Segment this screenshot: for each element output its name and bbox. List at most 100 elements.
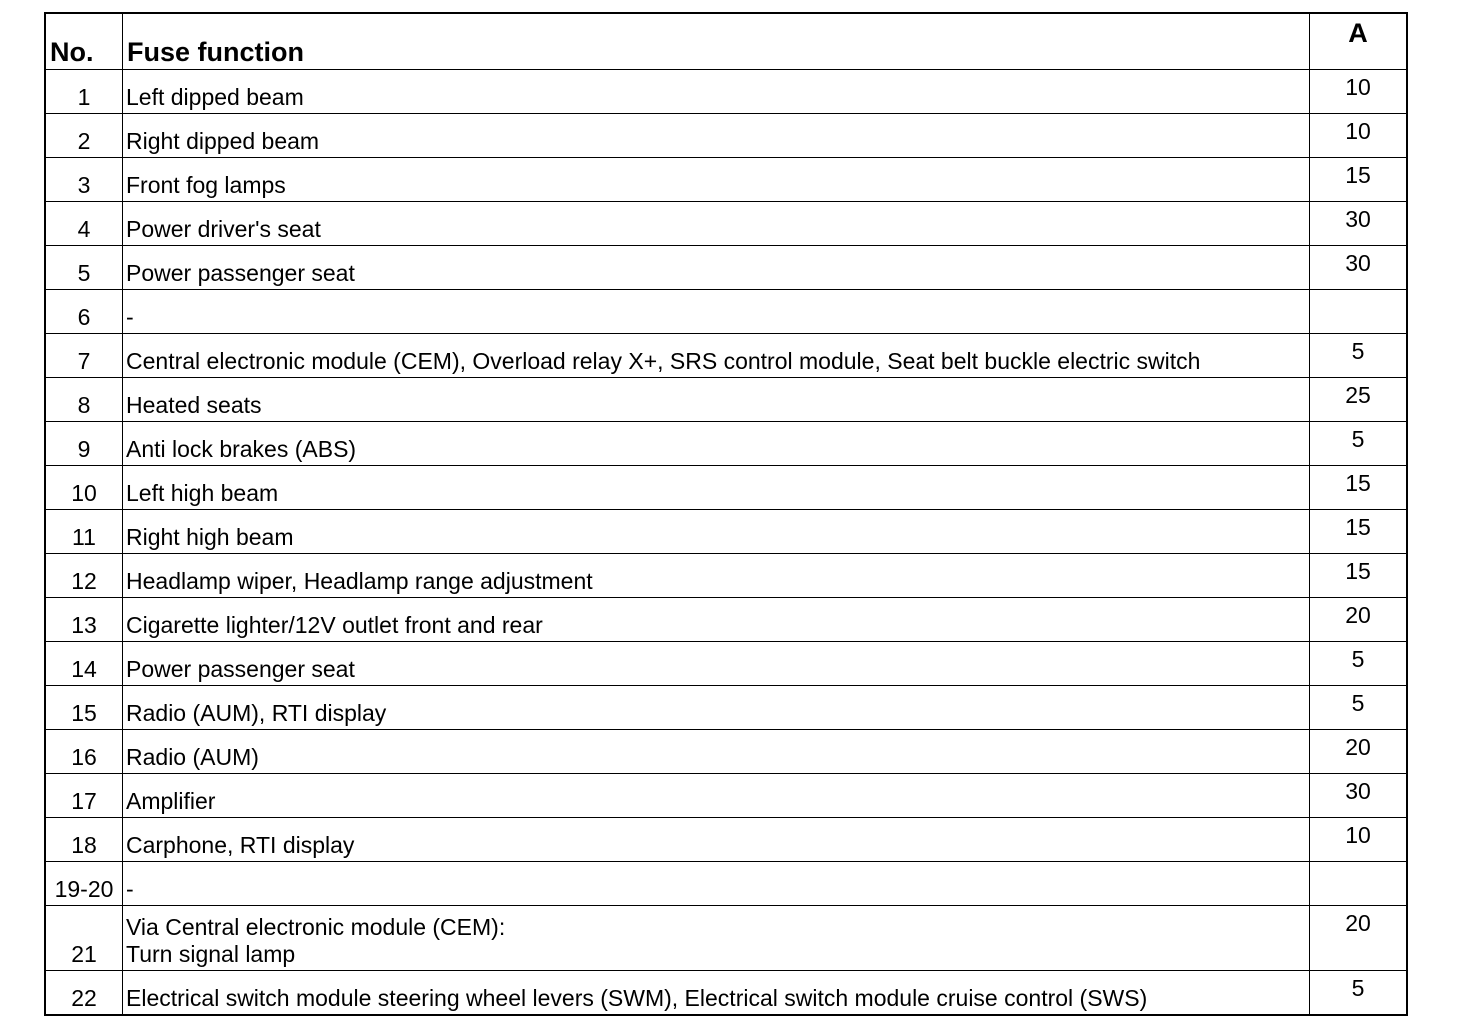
- fuse-amperage: 5: [1309, 641, 1408, 686]
- fuse-number: 5: [44, 245, 123, 290]
- fuse-function: Power passenger seat: [122, 245, 1310, 290]
- header-no: No.: [44, 12, 123, 70]
- fuse-amperage: 5: [1309, 421, 1408, 466]
- table-row: 12 Headlamp wiper, Headlamp range adjustm…: [44, 553, 1408, 598]
- fuse-function: -: [122, 289, 1310, 334]
- fuse-number: 16: [44, 729, 123, 774]
- fuse-function-text: Electrical switch module steering wheel …: [126, 985, 1148, 1011]
- table-row: 2 Right dipped beam 10: [44, 113, 1408, 158]
- fuse-function: Anti lock brakes (ABS): [122, 421, 1310, 466]
- fuse-number: 22: [44, 970, 123, 1016]
- fuse-amperage: 5: [1309, 333, 1408, 378]
- fuse-amperage: 25: [1309, 377, 1408, 422]
- fuse-function-text: Radio (AUM): [126, 744, 259, 770]
- fuse-function-text: Front fog lamps: [126, 172, 286, 198]
- fuse-function: Left high beam: [122, 465, 1310, 510]
- table-row: 4 Power driver's seat 30: [44, 201, 1408, 246]
- fuse-amperage: 20: [1309, 729, 1408, 774]
- fuse-function: Radio (AUM): [122, 729, 1310, 774]
- fuse-amperage: 5: [1309, 970, 1408, 1016]
- fuse-amperage: [1309, 861, 1408, 906]
- fuse-number: 10: [44, 465, 123, 510]
- fuse-function: Central electronic module (CEM), Overloa…: [122, 333, 1310, 378]
- fuse-amperage: 30: [1309, 773, 1408, 818]
- fuse-function-text: Carphone, RTI display: [126, 832, 355, 858]
- fuse-number: 15: [44, 685, 123, 730]
- table-row: 1 Left dipped beam 10: [44, 69, 1408, 114]
- fuse-function: Front fog lamps: [122, 157, 1310, 202]
- fuse-function-text: Cigarette lighter/12V outlet front and r…: [126, 612, 543, 638]
- fuse-table: No. Fuse function A 1 Left dipped beam 10 2…: [44, 12, 1408, 1016]
- table-row: 19-20-: [44, 861, 1408, 906]
- fuse-function-text: Central electronic module (CEM), Overloa…: [126, 348, 1201, 374]
- fuse-number: 7: [44, 333, 123, 378]
- fuse-amperage: 5: [1309, 685, 1408, 730]
- fuse-function: Via Central electronic module (CEM): Turn…: [122, 905, 1310, 971]
- fuse-function-text: Right dipped beam: [126, 128, 320, 154]
- fuse-function: Power driver's seat: [122, 201, 1310, 246]
- table-row: 18 Carphone, RTI display 10: [44, 817, 1408, 862]
- fuse-function-text: Right high beam: [126, 524, 294, 550]
- fuse-function-text: Power driver's seat: [126, 216, 321, 242]
- fuse-function: Headlamp wiper, Headlamp range adjustmen…: [122, 553, 1310, 598]
- table-row: 11 Right high beam 15: [44, 509, 1408, 554]
- header-amps: A: [1309, 12, 1408, 70]
- fuse-function: Radio (AUM), RTI display: [122, 685, 1310, 730]
- fuse-function: Heated seats: [122, 377, 1310, 422]
- fuse-number: 11: [44, 509, 123, 554]
- fuse-function-text: -: [126, 876, 134, 902]
- fuse-function-text: Left dipped beam: [126, 84, 304, 110]
- fuse-number: 2: [44, 113, 123, 158]
- fuse-function: Electrical switch module steering wheel …: [122, 970, 1310, 1016]
- table-header-row: No. Fuse function A: [44, 12, 1408, 70]
- fuse-number: 1: [44, 69, 123, 114]
- fuse-function-text: -: [126, 304, 134, 330]
- fuse-amperage: 15: [1309, 509, 1408, 554]
- fuse-function-text: Radio (AUM), RTI display: [126, 700, 387, 726]
- fuse-function: -: [122, 861, 1310, 906]
- fuse-number: 12: [44, 553, 123, 598]
- table-row: 8 Heated seats 25: [44, 377, 1408, 422]
- table-row: 17 Amplifier 30: [44, 773, 1408, 818]
- table-row: 6-: [44, 289, 1408, 334]
- table-row: 9 Anti lock brakes (ABS) 5: [44, 421, 1408, 466]
- fuse-number: 14: [44, 641, 123, 686]
- fuse-number: 3: [44, 157, 123, 202]
- table-row: 13 Cigarette lighter/12V outlet front and…: [44, 597, 1408, 642]
- fuse-amperage: 10: [1309, 69, 1408, 114]
- fuse-function: Carphone, RTI display: [122, 817, 1310, 862]
- fuse-amperage: [1309, 289, 1408, 334]
- fuse-number: 9: [44, 421, 123, 466]
- fuse-function-text: Heated seats: [126, 392, 262, 418]
- fuse-number: 18: [44, 817, 123, 862]
- table-row: 21 Via Central electronic module (CEM): Tu…: [44, 905, 1408, 971]
- fuse-function-text-line2: Turn signal lamp: [126, 941, 296, 967]
- fuse-number: 4: [44, 201, 123, 246]
- fuse-function: Power passenger seat: [122, 641, 1310, 686]
- fuse-amperage: 15: [1309, 157, 1408, 202]
- fuse-number: 19-20: [44, 861, 123, 906]
- fuse-amperage: 20: [1309, 905, 1408, 971]
- fuse-number: 21: [44, 905, 123, 971]
- fuse-number: 13: [44, 597, 123, 642]
- fuse-amperage: 30: [1309, 245, 1408, 290]
- fuse-amperage: 15: [1309, 553, 1408, 598]
- fuse-function-text: Power passenger seat: [126, 656, 355, 682]
- fuse-number: 8: [44, 377, 123, 422]
- fuse-amperage: 10: [1309, 113, 1408, 158]
- fuse-number: 6: [44, 289, 123, 334]
- header-fuse-function: Fuse function: [122, 12, 1310, 70]
- fuse-function: Amplifier: [122, 773, 1310, 818]
- fuse-function-text: Left high beam: [126, 480, 279, 506]
- table-row: 5 Power passenger seat 30: [44, 245, 1408, 290]
- table-row: 10 Left high beam 15: [44, 465, 1408, 510]
- fuse-function-text: Via Central electronic module (CEM):: [126, 914, 506, 940]
- table-row: 14 Power passenger seat 5: [44, 641, 1408, 686]
- table-row: 3 Front fog lamps 15: [44, 157, 1408, 202]
- fuse-function: Right high beam: [122, 509, 1310, 554]
- fuse-number: 17: [44, 773, 123, 818]
- fuse-amperage: 15: [1309, 465, 1408, 510]
- table-row: 16 Radio (AUM) 20: [44, 729, 1408, 774]
- fuse-function: Left dipped beam: [122, 69, 1310, 114]
- table-row: 15 Radio (AUM), RTI display 5: [44, 685, 1408, 730]
